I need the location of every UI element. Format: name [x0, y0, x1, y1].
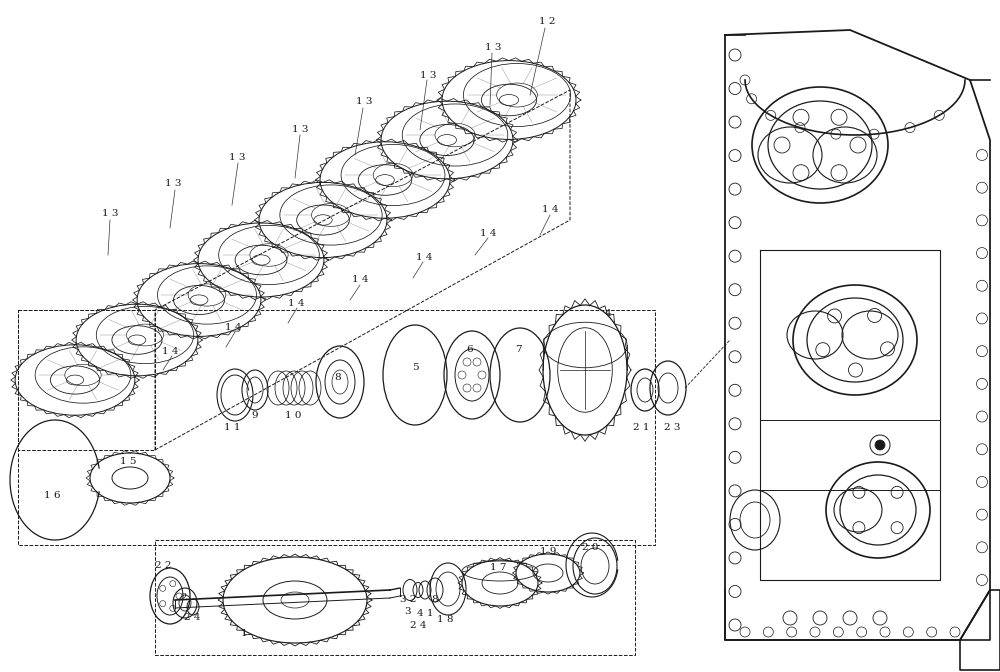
Text: 9: 9	[252, 411, 258, 421]
Text: 7: 7	[515, 345, 521, 355]
Text: 2 2: 2 2	[155, 562, 171, 571]
Text: 1 2: 1 2	[539, 17, 555, 26]
Text: 1 3: 1 3	[102, 208, 118, 218]
Text: 1 4: 1 4	[225, 323, 241, 333]
Text: 1 4: 1 4	[162, 347, 178, 357]
Text: 6: 6	[467, 345, 473, 355]
Text: 1 4: 1 4	[416, 253, 432, 261]
Text: 1 4: 1 4	[352, 276, 368, 284]
Text: 1 4: 1 4	[480, 228, 496, 237]
Text: 1 3: 1 3	[229, 153, 245, 161]
Text: 1 1: 1 1	[224, 423, 240, 433]
Text: 1 4: 1 4	[542, 206, 558, 214]
Text: 1: 1	[241, 628, 247, 638]
Circle shape	[875, 440, 885, 450]
Text: 2 3: 2 3	[664, 423, 680, 431]
Text: 1 3: 1 3	[420, 71, 436, 79]
Text: 1 9: 1 9	[540, 548, 556, 556]
Text: 8: 8	[432, 595, 438, 605]
Text: 2: 2	[181, 593, 187, 601]
Text: 1 3: 1 3	[356, 97, 372, 106]
Text: 1 3: 1 3	[165, 179, 181, 189]
Text: 1 3: 1 3	[292, 126, 308, 134]
Text: 2 1: 2 1	[633, 423, 649, 431]
Text: 2 0: 2 0	[582, 544, 598, 552]
Text: 4 1: 4 1	[417, 609, 433, 618]
Text: 2 4: 2 4	[410, 620, 426, 630]
Text: 2 4: 2 4	[184, 612, 200, 622]
Text: 1 8: 1 8	[437, 614, 453, 624]
Text: 1 3: 1 3	[485, 42, 501, 52]
Text: 1 4: 1 4	[288, 300, 304, 308]
Text: 1 0: 1 0	[285, 411, 301, 419]
Text: 1 6: 1 6	[44, 491, 60, 499]
Text: 1 7: 1 7	[490, 562, 506, 571]
Text: 5: 5	[412, 362, 418, 372]
Text: 8: 8	[335, 374, 341, 382]
Text: 3: 3	[405, 607, 411, 616]
Text: 4: 4	[605, 308, 611, 317]
Text: 1 5: 1 5	[120, 456, 136, 466]
Text: 3 2: 3 2	[400, 595, 416, 605]
